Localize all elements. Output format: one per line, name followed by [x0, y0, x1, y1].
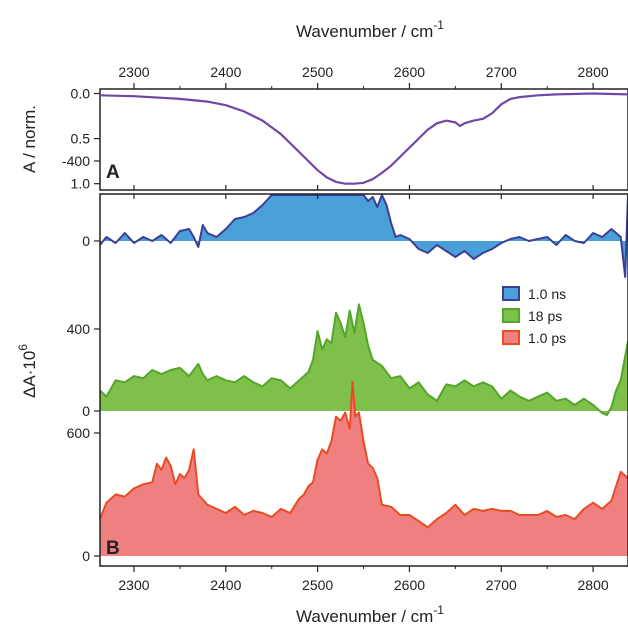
panel-b-series-group [99, 194, 628, 556]
legend: 1.0 ns 18 ps 1.0 ps [502, 286, 566, 346]
panel-a-y-tick-label-2: 1.0 [71, 176, 91, 192]
panel-b-x-tick-label-3: 2600 [394, 577, 425, 593]
panel-b-area-1 [100, 304, 628, 416]
panel-b-area-0 [100, 195, 628, 277]
panel-a-y-tick-label-0: 0.0 [71, 86, 91, 102]
panel-a-x-tick-label-3: 2600 [394, 64, 425, 80]
panel-b-y-tick-label-2-1: 600 [67, 425, 91, 441]
panel-a-x-tick-label-1: 2400 [210, 64, 241, 80]
bottom-x-axis-title: Wavenumber / cm-1 [296, 603, 444, 626]
panel-a-x-tick-label-2: 2500 [302, 64, 333, 80]
panel-b-x-tick-label-2: 2500 [302, 577, 333, 593]
panel-a-frame [99, 88, 628, 191]
legend-label-1: 18 ps [528, 308, 562, 324]
panel-a-x-tick-label-5: 2800 [578, 64, 609, 80]
panel-a-absorbance: 2300 2400 2500 2600 2700 2800 0.0 0.5 1.0 A / n… [20, 64, 628, 192]
panel-b-y-tick-label-0-1: -400 [62, 153, 90, 169]
panel-b-letter: B [106, 538, 120, 559]
panel-a-y-axis-title: A / norm. [20, 105, 39, 173]
panel-a-y-ticks: 0.0 0.5 1.0 [71, 86, 100, 192]
panel-b-y-tick-label-2-0: 0 [82, 548, 90, 564]
panel-a-letter: A [106, 162, 120, 183]
panel-b-x-tick-label-4: 2700 [486, 577, 517, 593]
panel-a-x-tick-label-4: 2700 [486, 64, 517, 80]
panel-b-y-tick-label-1-0: 0 [82, 403, 90, 419]
legend-swatch-0 [502, 286, 520, 301]
panel-b-y-axis-title: ΔA·106 [16, 344, 39, 398]
panel-b-area-2 [100, 381, 628, 556]
panel-b-y-tick-label-1-1: 400 [67, 321, 91, 337]
top-x-axis-title: Wavenumber / cm-1 [296, 18, 444, 41]
panel-b-x-tick-label-0: 2300 [118, 577, 149, 593]
legend-swatch-2 [502, 330, 520, 345]
panel-a-series-line [99, 92, 628, 185]
panel-b-line-2 [99, 380, 628, 529]
panel-b-x-ticks: 2300 2400 2500 2600 2700 2800 [118, 194, 609, 593]
panel-b-y-tick-label-0-0: 0 [82, 233, 90, 249]
panel-b-line-1 [99, 303, 628, 417]
panel-a-x-tick-label-0: 2300 [118, 64, 149, 80]
panel-b-x-tick-label-5: 2800 [578, 577, 609, 593]
panel-b-y-ticks: 0 -400 0 400 0 600 [62, 153, 100, 564]
panel-b-x-tick-label-1: 2400 [210, 577, 241, 593]
panel-b-difference-spectra: 2300 2400 2500 2600 2700 2800 0 -400 0 400 0 600 Δ… [16, 153, 628, 593]
legend-label-0: 1.0 ns [528, 286, 566, 302]
panel-a-y-tick-label-1: 0.5 [71, 131, 91, 147]
legend-swatch-1 [502, 308, 520, 323]
panel-b-line-0 [99, 194, 628, 278]
panel-a-x-ticks: 2300 2400 2500 2600 2700 2800 [118, 64, 609, 190]
legend-label-2: 1.0 ps [528, 330, 566, 346]
